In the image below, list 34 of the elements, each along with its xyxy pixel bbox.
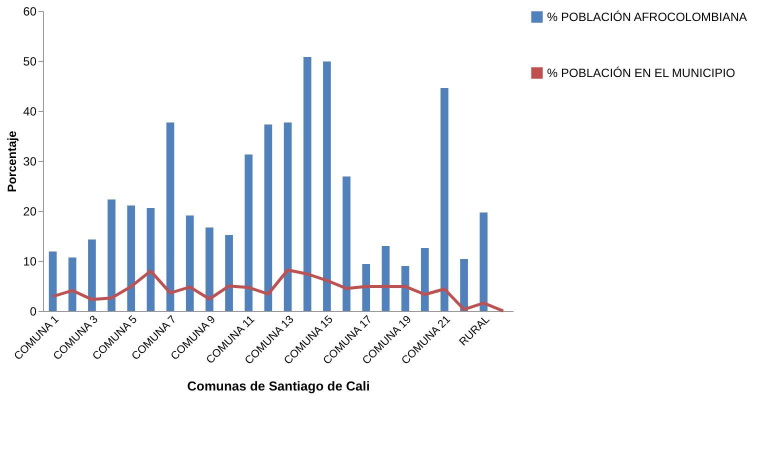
bar: [303, 57, 312, 311]
line-series: [51, 268, 505, 312]
bar: [206, 228, 214, 311]
bar: [108, 200, 116, 311]
bar: [323, 62, 331, 311]
y-axis-title: Porcentaje: [5, 130, 20, 192]
legend-label: % POBLACIÓN AFROCOLOMBIANA: [547, 10, 748, 24]
bar: [127, 206, 136, 311]
bar: [264, 124, 272, 311]
y-tick-label: 0: [30, 304, 37, 318]
bar: [284, 122, 292, 311]
bar: [382, 246, 390, 311]
bar: [146, 208, 155, 311]
bar: [440, 88, 448, 311]
y-tick-label: 40: [23, 104, 37, 118]
y-tick-label: 30: [23, 154, 37, 168]
y-tick-label: 50: [23, 54, 37, 68]
bar: [362, 264, 370, 311]
bar: [460, 259, 468, 311]
bar: [88, 240, 96, 311]
x-axis-title: Comunas de Santiago de Cali: [187, 378, 370, 394]
legend-label: % POBLACIÓN EN EL MUNICIPIO: [547, 66, 736, 80]
bar: [166, 122, 174, 311]
bar: [186, 216, 194, 311]
y-tick-label: 10: [23, 254, 37, 268]
y-tick-label: 20: [23, 204, 37, 218]
bar: [480, 212, 488, 311]
bar: [244, 154, 253, 311]
y-tick-label: 60: [23, 4, 37, 18]
bar: [342, 176, 350, 311]
bar: [420, 248, 429, 311]
bar: [48, 252, 57, 311]
bar: [68, 258, 76, 311]
bar: [225, 235, 233, 311]
